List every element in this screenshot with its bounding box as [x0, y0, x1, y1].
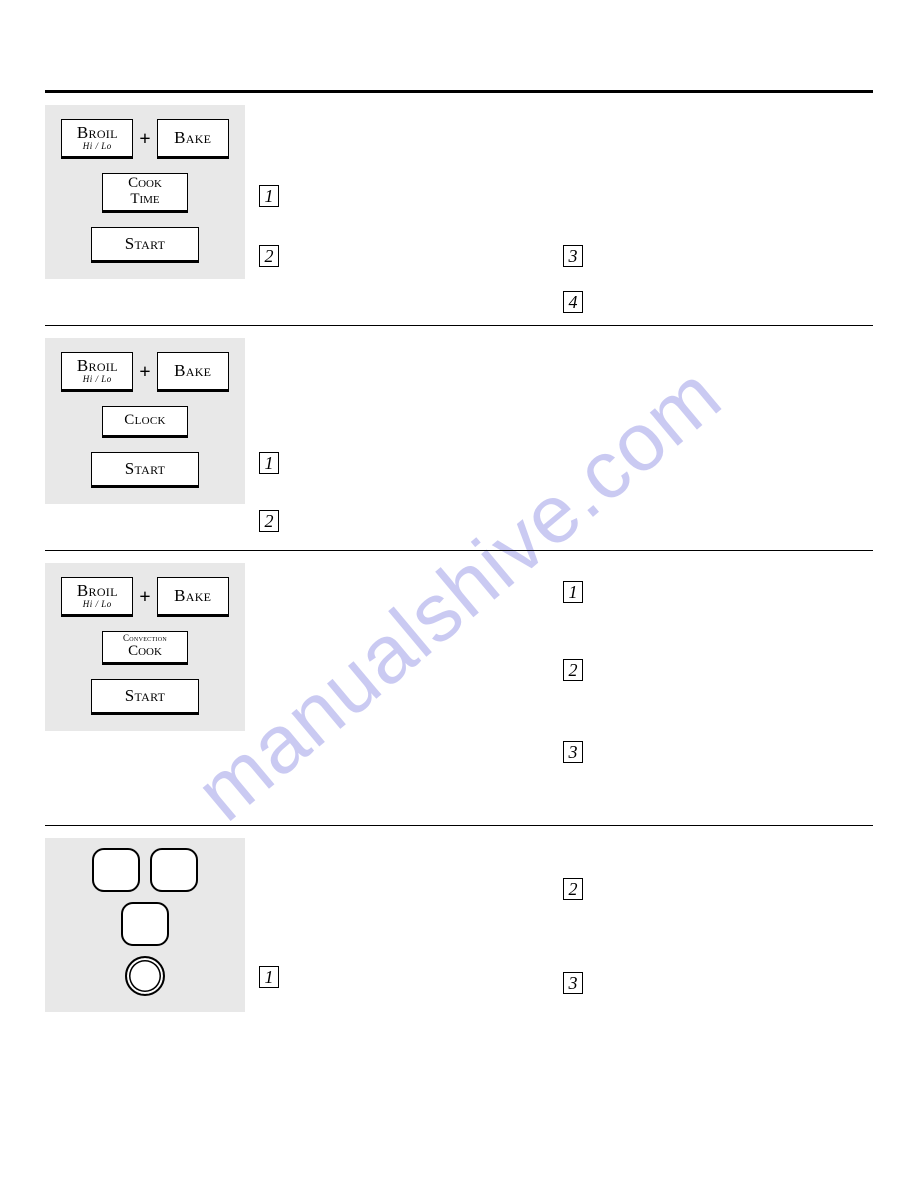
start-button: Start [91, 227, 199, 263]
step-3: 3 [563, 972, 583, 994]
start-button-3: Start [91, 679, 199, 715]
panel-3: Broil Hi / Lo + Bake Convection Cook Sta… [45, 563, 245, 731]
rule-3 [45, 550, 873, 551]
step-3: 3 [563, 245, 583, 267]
step-4: 4 [563, 291, 583, 313]
rounded-square-icon [121, 902, 169, 946]
start-button-2: Start [91, 452, 199, 488]
panel-4 [45, 838, 245, 1012]
section-cook-time: Broil Hi / Lo + Bake Cook Time Start 1 2… [45, 105, 873, 279]
circle-icon [125, 956, 165, 996]
markers-3: 1 2 3 [259, 563, 873, 731]
broil-button-3: Broil Hi / Lo [61, 577, 133, 617]
bake-button-2: Bake [157, 352, 229, 392]
page-content: Broil Hi / Lo + Bake Cook Time Start 1 2… [45, 30, 873, 1012]
rounded-square-icon [92, 848, 140, 892]
section-convection: Broil Hi / Lo + Bake Convection Cook Sta… [45, 563, 873, 731]
markers-1: 1 2 3 4 [259, 105, 873, 279]
panel-1: Broil Hi / Lo + Bake Cook Time Start [45, 105, 245, 279]
rule-top [45, 90, 873, 93]
section-clock: Broil Hi / Lo + Bake Clock Start 1 2 [45, 338, 873, 504]
plus-icon: + [139, 361, 150, 384]
cook-time-label-1: Cook [103, 176, 187, 192]
rounded-square-icon [150, 848, 198, 892]
rule-4 [45, 825, 873, 826]
broil-button-2: Broil Hi / Lo [61, 352, 133, 392]
step-1: 1 [259, 452, 279, 474]
clock-label: Clock [103, 413, 187, 429]
bake-button-3: Bake [157, 577, 229, 617]
step-1: 1 [259, 185, 279, 207]
panel-2: Broil Hi / Lo + Bake Clock Start [45, 338, 245, 504]
rule-2 [45, 325, 873, 326]
step-1: 1 [259, 966, 279, 988]
convection-button: Convection Cook [102, 631, 188, 665]
broil-button: Broil Hi / Lo [61, 119, 133, 159]
cook-time-label-2: Time [103, 192, 187, 208]
step-2: 2 [259, 245, 279, 267]
broil-sublabel: Hi / Lo [62, 142, 132, 151]
bake-button: Bake [157, 119, 229, 159]
plus-icon: + [139, 128, 150, 151]
markers-2: 1 2 [259, 338, 873, 504]
conv-label-2: Cook [103, 644, 187, 660]
plus-icon: + [139, 586, 150, 609]
start-label: Start [92, 235, 198, 253]
step-3: 3 [563, 741, 583, 763]
section-shapes: 1 2 3 [45, 838, 873, 1012]
broil-label: Broil [62, 124, 132, 142]
markers-4: 1 2 3 [259, 838, 873, 1012]
bake-label: Bake [158, 129, 228, 147]
step-1: 1 [563, 581, 583, 603]
step-2: 2 [563, 659, 583, 681]
step-2: 2 [259, 510, 279, 532]
cook-time-button: Cook Time [102, 173, 188, 213]
clock-button: Clock [102, 406, 188, 438]
step-2: 2 [563, 878, 583, 900]
